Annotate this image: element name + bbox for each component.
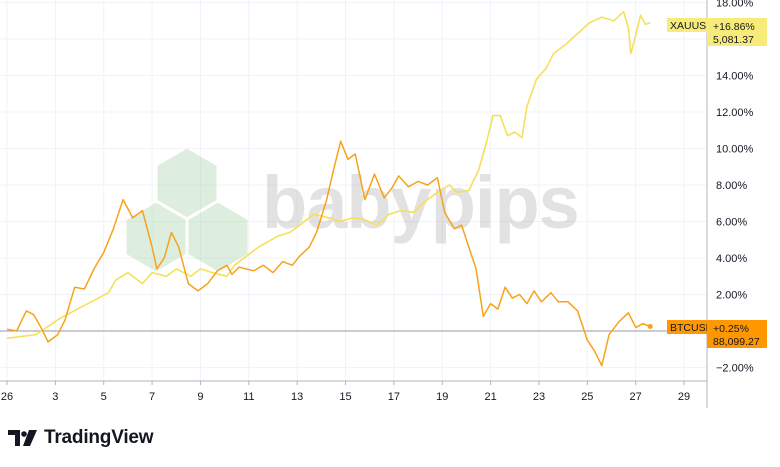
x-tick-label: 17 (388, 391, 400, 403)
y-tick-label: 10.00% (716, 144, 754, 156)
watermark-text: babypips (262, 161, 579, 244)
y-tick-label: 18.00% (716, 0, 754, 10)
y-tick-label: −2.00% (716, 363, 754, 375)
x-tick-label: 19 (436, 391, 448, 403)
btcusd-change: +0.25% (713, 323, 749, 335)
x-tick-label: 21 (484, 391, 496, 403)
xauusd-change: +16.86% (713, 21, 755, 33)
xauusd-price-tag: +16.86% 5,081.37 (707, 18, 767, 46)
y-tick-label: 4.00% (716, 253, 747, 265)
series-line-btcusd (6, 140, 651, 367)
x-tick-label: 9 (197, 391, 203, 403)
x-tick-label: 27 (630, 391, 642, 403)
brand-name: TradingView (44, 427, 154, 448)
series-last-point-btcusd (647, 323, 653, 329)
x-tick-label: 26 (1, 391, 13, 403)
y-tick-label: 12.00% (716, 107, 754, 119)
tradingview-brand[interactable]: TradingView (8, 427, 154, 449)
y-tick-label: 14.00% (716, 71, 754, 83)
xauusd-name-tag: XAUUSD (667, 18, 714, 32)
xauusd-price: 5,081.37 (713, 34, 754, 46)
tradingview-logo-icon (8, 430, 37, 446)
x-tick-label: 23 (533, 391, 545, 403)
chart-grid (0, 0, 707, 381)
x-tick-label: 13 (291, 391, 303, 403)
x-tick-label: 3 (52, 391, 58, 403)
y-axis-labels: 18.00%16.00%14.00%12.00%10.00%8.00%6.00%… (716, 0, 754, 375)
x-tick-label: 15 (339, 391, 351, 403)
btcusd-name-tag: BTCUSD (667, 320, 714, 334)
btcusd-price: 88,099.27 (713, 336, 760, 348)
xauusd-tag-label: XAUUSD (670, 20, 714, 32)
x-axis-labels: 26 3 5 7 9 11 13 15 17 19 21 23 25 27 29 (1, 381, 690, 403)
btcusd-price-tag: +0.25% 88,099.27 (707, 320, 767, 348)
y-tick-label: 8.00% (716, 180, 747, 192)
y-tick-label: 6.00% (716, 217, 747, 229)
x-tick-label: 5 (101, 391, 107, 403)
y-tick-label: 2.00% (716, 290, 747, 302)
x-tick-label: 7 (149, 391, 155, 403)
babypips-watermark: babypips (123, 145, 580, 275)
series-line-xauusd (6, 10, 651, 340)
x-tick-label: 25 (581, 391, 593, 403)
hexagon-logo-icon (123, 145, 251, 275)
x-tick-label: 29 (678, 391, 690, 403)
x-tick-label: 11 (243, 391, 254, 403)
btcusd-tag-label: BTCUSD (670, 322, 714, 334)
